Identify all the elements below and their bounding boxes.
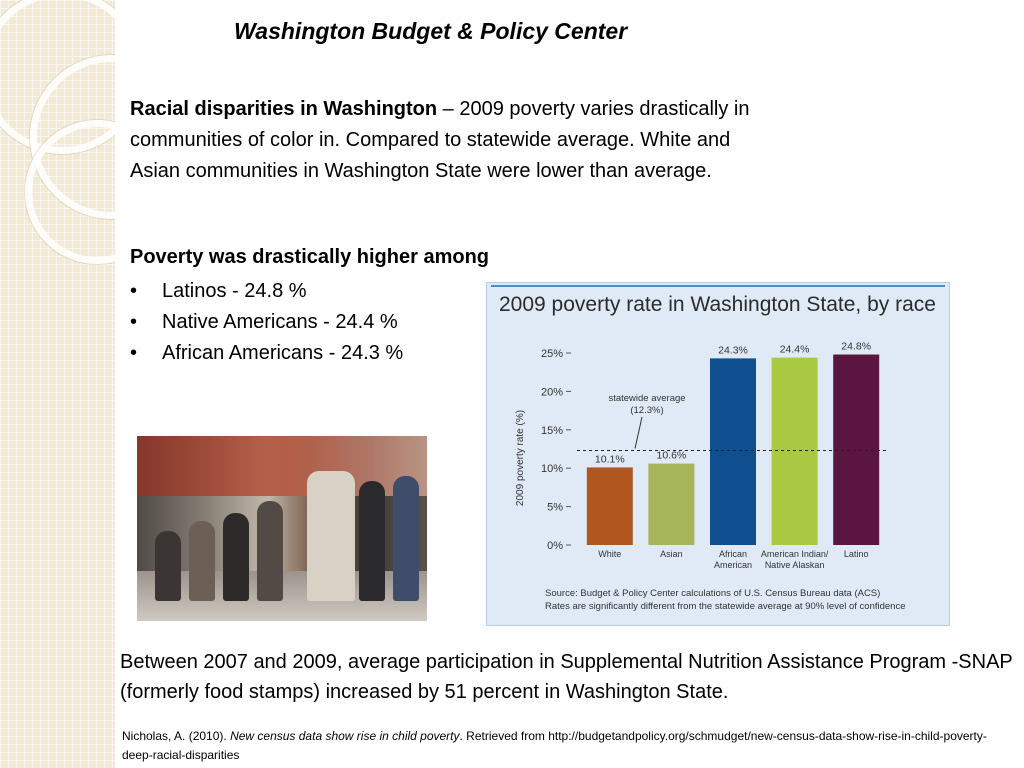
y-tick-label: 15% (541, 425, 563, 437)
photo-person (393, 476, 419, 601)
chart-bar (586, 467, 633, 545)
reference-line-label: statewide average (608, 393, 685, 404)
photo-person (307, 471, 355, 601)
y-tick-label: 20% (541, 386, 563, 398)
citation-title: New census data show rise in child pover… (230, 729, 460, 743)
chart-bar (771, 357, 818, 545)
x-tick-label: African (719, 549, 747, 559)
x-tick-label: Asian (660, 549, 683, 559)
snap-paragraph: Between 2007 and 2009, average participa… (120, 651, 1013, 703)
intro-bold-lead: Racial disparities in Washington (130, 98, 438, 120)
slide-title: Washington Budget & Policy Center (234, 18, 628, 44)
y-tick-label: 10% (541, 463, 563, 475)
chart-bar (833, 354, 880, 545)
x-tick-label: Native Alaskan (765, 560, 825, 570)
chart-svg: 2009 poverty rate in Washington State, b… (491, 285, 945, 612)
citation-suffix: . Retrieved from http://budgetandpolicy.… (122, 729, 987, 762)
photo-person (155, 531, 181, 601)
chart-source-line-2: Rates are significantly different from t… (545, 601, 906, 612)
photo-person (189, 521, 215, 601)
x-tick-label: American Indian/ (761, 549, 829, 559)
bullet-item-african-americans: African Americans - 24.3 % (130, 338, 403, 369)
bar-value-label: 10.1% (595, 453, 625, 465)
x-tick-label: American (714, 560, 752, 570)
chart-bar (710, 358, 756, 545)
chart-title: 2009 poverty rate in Washington State, b… (499, 293, 936, 316)
x-tick-label: White (598, 549, 621, 559)
bar-value-label: 10.6% (657, 450, 687, 462)
decorative-border (0, 0, 115, 768)
y-tick-label: 5% (547, 502, 563, 514)
reference-line-value: (12.3%) (630, 405, 663, 416)
bullet-item-latinos: Latinos - 24.8 % (130, 276, 403, 307)
chart-bar (648, 463, 695, 545)
poverty-bullet-list: Latinos - 24.8 % Native Americans - 24.4… (130, 276, 403, 369)
photo-person (257, 501, 283, 601)
chart-source-line-1: Source: Budget & Policy Center calculati… (545, 588, 880, 599)
bullet-item-native-americans: Native Americans - 24.4 % (130, 307, 403, 338)
photo-person (359, 481, 385, 601)
bar-value-label: 24.8% (841, 341, 871, 353)
reference-line-pointer (634, 416, 643, 449)
bar-value-label: 24.3% (718, 344, 748, 356)
poverty-rate-chart: 2009 poverty rate in Washington State, b… (486, 282, 950, 626)
chart-y-axis-label: 2009 poverty rate (%) (515, 410, 526, 506)
intro-paragraph: Racial disparities in Washington – 2009 … (130, 94, 780, 187)
y-tick-label: 0% (547, 540, 563, 552)
intro-text: – 2009 poverty varies drastically in com… (130, 98, 750, 182)
poverty-heading: Poverty was drastically higher among (130, 246, 490, 268)
bar-value-label: 24.4% (780, 344, 810, 356)
food-line-photo (137, 436, 427, 621)
citation: Nicholas, A. (2010). New census data sho… (122, 727, 1012, 765)
photo-person (223, 513, 249, 601)
x-tick-label: Latino (844, 549, 869, 559)
citation-prefix: Nicholas, A. (2010). (122, 729, 231, 743)
y-tick-label: 25% (541, 348, 563, 360)
